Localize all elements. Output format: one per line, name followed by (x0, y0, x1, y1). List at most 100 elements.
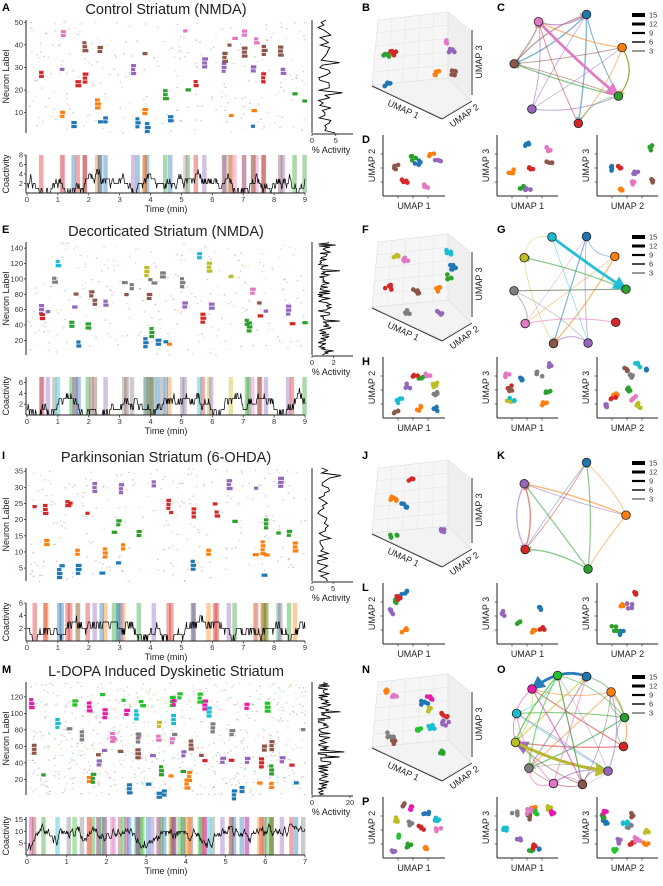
spike-dot (165, 300, 167, 302)
spike-dot (113, 269, 116, 272)
umap-2d-x-label: UMAP 1 (511, 649, 544, 659)
umap-2d-point (509, 388, 515, 393)
spike-dot (79, 755, 82, 757)
spike-dot (65, 93, 68, 95)
spike-dot (50, 483, 52, 485)
spike-dot (303, 39, 306, 41)
spike-dot (84, 768, 86, 771)
cluster-burst-mark (187, 770, 193, 775)
spike-dot (164, 739, 167, 741)
spike-dot (239, 252, 242, 254)
network-edge (513, 13, 588, 65)
spike-dot (166, 113, 168, 116)
spike-dot (41, 324, 44, 326)
spike-dot (35, 732, 37, 734)
spike-dot (224, 340, 227, 342)
spike-dot (86, 115, 89, 117)
spike-dot (227, 492, 230, 494)
spike-dot (143, 770, 145, 772)
spike-dot (241, 127, 244, 129)
spike-dot (129, 317, 131, 319)
spike-dot (258, 484, 261, 486)
y-tick-label: 20 (15, 515, 23, 524)
spike-dot (109, 131, 112, 133)
spike-dot (294, 684, 297, 686)
spike-dot (172, 502, 174, 504)
network-node (619, 712, 630, 723)
spike-dot (238, 682, 241, 684)
spike-dot (283, 777, 285, 779)
spike-dot (160, 735, 162, 737)
panel-letter: F (362, 224, 369, 236)
spike-dot (115, 516, 117, 518)
umap-2d-point (500, 608, 506, 614)
spike-dot (212, 729, 215, 731)
spike-dot (162, 503, 164, 505)
grid-line (375, 486, 449, 495)
spike-dot (201, 720, 204, 722)
cluster-burst-mark (260, 552, 266, 556)
spike-dot (252, 756, 255, 758)
spike-dot (91, 515, 94, 518)
spike-dot (96, 733, 99, 735)
spike-dot (39, 574, 41, 577)
time-tick-label: 2 (104, 857, 108, 866)
cluster-burst-mark (261, 76, 266, 80)
spike-dot (65, 705, 67, 707)
spike-dot (183, 717, 186, 719)
spike-dot (27, 91, 29, 93)
spike-dot (72, 70, 75, 72)
spike-dot (125, 726, 128, 728)
umap-3d-point (435, 289, 441, 294)
umap-2d-point (625, 606, 631, 611)
cluster-burst-mark (85, 322, 92, 326)
cluster-burst-mark (222, 51, 228, 55)
cluster-burst-mark (102, 555, 108, 559)
panel-letter: K (497, 450, 505, 462)
coactivity-band (277, 155, 283, 193)
spike-dot (48, 793, 50, 795)
umap-3d-back-face (371, 459, 449, 534)
coactivity-tick-label: 6 (19, 599, 23, 608)
spike-dot (227, 248, 230, 250)
umap-3d-point (405, 258, 411, 264)
spike-dot (104, 707, 106, 709)
cluster-burst-mark (126, 783, 133, 787)
spike-dot (272, 32, 275, 34)
spike-dot (148, 495, 150, 498)
spike-dot (30, 21, 32, 24)
spike-dot (187, 51, 189, 54)
coactivity-band (85, 603, 90, 641)
spike-dot (134, 703, 137, 705)
spike-dot (189, 503, 192, 505)
spike-dot (137, 767, 140, 769)
spike-dot (140, 781, 143, 783)
spike-dot (81, 743, 84, 745)
spike-dot (201, 570, 203, 572)
spike-dot (55, 560, 58, 562)
spike-dot (302, 289, 305, 291)
cluster-burst-mark (200, 320, 206, 324)
cluster-burst-mark (116, 561, 122, 565)
spike-dot (167, 524, 170, 526)
spike-dot (279, 717, 282, 719)
spike-dot (207, 793, 210, 796)
spike-dot (67, 104, 70, 106)
spike-dot (240, 117, 243, 119)
spike-dot (176, 323, 178, 325)
cluster-burst-mark (131, 64, 136, 68)
spike-dot (215, 109, 218, 111)
spike-dot (50, 73, 52, 75)
spike-dot (243, 106, 246, 108)
activity-tick-label: 0 (310, 584, 314, 593)
spike-dot (216, 701, 218, 703)
spike-dot (256, 329, 259, 331)
cluster-burst-mark (144, 269, 150, 274)
spike-dot (53, 91, 55, 93)
spike-dot (133, 773, 136, 776)
spike-dot (196, 22, 199, 24)
spike-dot (300, 747, 303, 749)
umap-2d-point (403, 385, 409, 391)
cluster-burst-mark (277, 45, 284, 49)
